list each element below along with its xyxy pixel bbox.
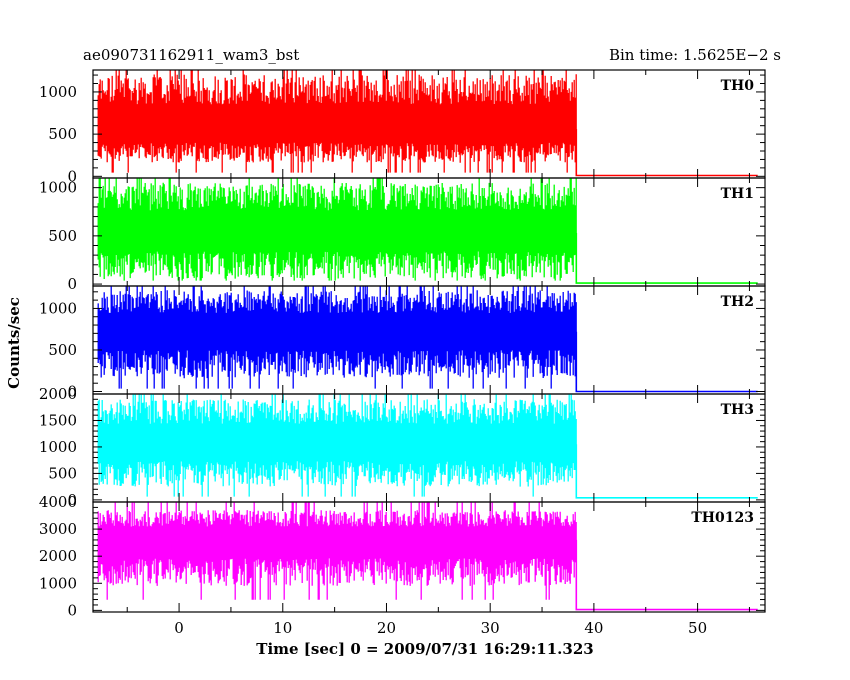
- series-th0-baseline: [575, 129, 758, 177]
- x-axis-title: Time [sec] 0 = 2009/07/31 16:29:11.323: [256, 640, 593, 658]
- bin-time-label: Bin time: 1.5625E−2 s: [609, 46, 781, 64]
- panel-th3: 0 500 1000 1500 2000 TH3: [39, 385, 766, 509]
- x-tick-label: 30: [481, 619, 500, 637]
- y-tick-label: 1000: [39, 438, 77, 456]
- y-tick-label: 1000: [39, 179, 77, 197]
- series-th1-baseline: [575, 233, 758, 284]
- y-tick-label: 4000: [39, 493, 77, 511]
- panel-label-th1: TH1: [721, 186, 754, 202]
- panel-th2: 0 500 1000 TH2: [39, 285, 766, 401]
- y-tick-label: 1000: [39, 574, 77, 592]
- y-axis-title: Counts/sec: [5, 297, 23, 389]
- x-tick-label: 50: [688, 619, 707, 637]
- x-tick-label: 40: [584, 619, 603, 637]
- y-tick-label: 500: [48, 125, 77, 143]
- panel-label-th2: TH2: [721, 294, 754, 310]
- series-th2-baseline: [575, 331, 758, 393]
- panel-th0: 0 500 1000 TH0: [39, 69, 766, 185]
- series-th1-active: [97, 178, 577, 281]
- y-tick-label: 500: [48, 341, 77, 359]
- series-th0123-active: [97, 502, 577, 600]
- series-th3-baseline: [575, 444, 758, 499]
- panel-frame: [92, 501, 766, 613]
- y-tick-label: 0: [67, 491, 77, 509]
- x-tick-label: 20: [377, 619, 396, 637]
- series-th2-active: [97, 286, 577, 389]
- figure-title: ae090731162911_wam3_bst: [83, 46, 299, 64]
- panel-label-th0123: TH0123: [691, 510, 754, 526]
- y-tick-label: 0: [67, 601, 77, 619]
- y-tick-label: 500: [48, 464, 77, 482]
- y-tick-label: 1500: [39, 411, 77, 429]
- y-tick-label: 0: [67, 167, 77, 185]
- panel-th1: 0 500 1000 TH1: [39, 177, 766, 293]
- series-th3-active: [97, 394, 577, 497]
- panel-th0123: 0 1000 2000 3000 4000 TH0123: [39, 493, 766, 619]
- y-tick-label: 1000: [39, 83, 77, 101]
- y-tick-label: 3000: [39, 520, 77, 538]
- y-tick-label: 2000: [39, 385, 77, 403]
- x-tick-label: 0: [174, 619, 184, 637]
- y-tick-label: 1000: [39, 299, 77, 317]
- series-th0123-baseline: [575, 539, 758, 611]
- y-tick-label: 500: [48, 227, 77, 245]
- series-th0-active: [97, 70, 577, 173]
- y-tick-label: 0: [67, 383, 77, 401]
- panel-label-th0: TH0: [721, 78, 755, 94]
- x-tick-label: 10: [273, 619, 292, 637]
- y-tick-label: 2000: [39, 547, 77, 565]
- y-tick-label: 0: [67, 275, 77, 293]
- panel-label-th3: TH3: [721, 402, 754, 418]
